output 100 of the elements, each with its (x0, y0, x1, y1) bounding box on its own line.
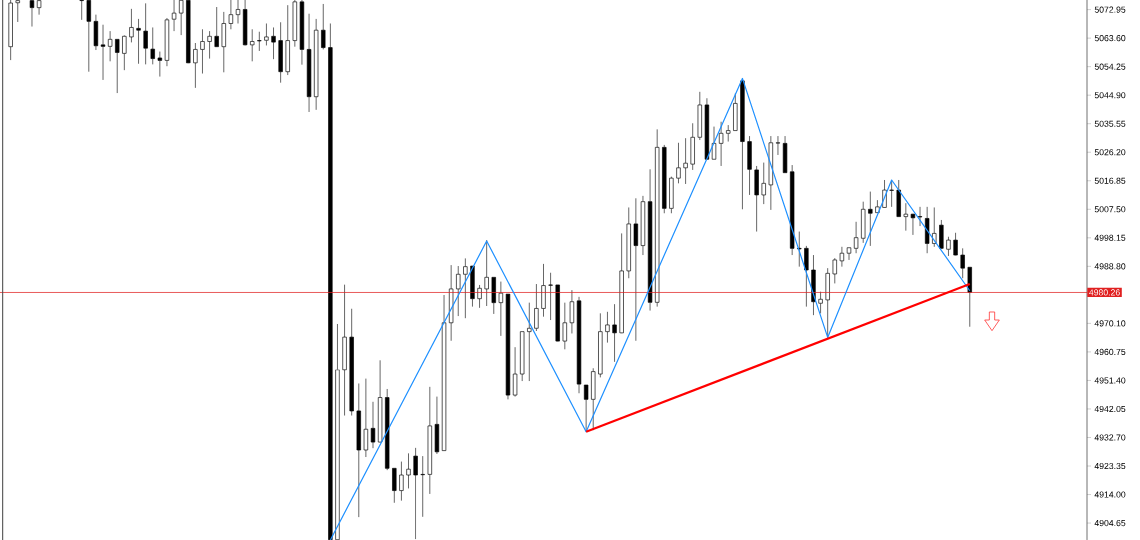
candlestick (349, 308, 354, 416)
candlestick (299, 0, 305, 66)
candlestick (491, 276, 496, 315)
candlestick (335, 323, 340, 540)
candlestick (328, 23, 333, 540)
candlestick (591, 367, 596, 431)
candlestick (832, 257, 837, 284)
y-tick-label: 5016.85 (1094, 177, 1126, 184)
candlestick (853, 221, 859, 254)
y-tick-label: 4904.65 (1094, 520, 1126, 527)
y-tick-label: 5044.90 (1094, 92, 1126, 99)
candlestick (171, 0, 177, 32)
candlestick (761, 162, 766, 205)
candlestick (107, 30, 113, 62)
candlestick (562, 302, 567, 350)
candlestick (306, 13, 312, 113)
candlestick (115, 39, 120, 94)
candlestick (534, 283, 539, 332)
candlestick (662, 144, 667, 214)
candlestick (669, 176, 674, 214)
candlestick (434, 396, 440, 455)
candlestick (193, 42, 198, 89)
candlestick (356, 383, 361, 518)
candlestick (647, 168, 653, 311)
candlestick (520, 331, 525, 382)
candlestick (463, 258, 468, 319)
candlestick (718, 121, 724, 167)
candlestick (797, 231, 802, 268)
y-tick-label: 5035.55 (1094, 120, 1126, 127)
candlestick (228, 0, 234, 30)
y-tick-label: 5072.95 (1094, 6, 1126, 13)
candlestick (477, 284, 482, 309)
candlestick (747, 135, 752, 196)
candlestick (420, 455, 425, 518)
candlestick (200, 28, 205, 74)
candlestick (917, 206, 923, 227)
candlestick (605, 311, 610, 344)
candlestick (690, 122, 695, 171)
candlestick (775, 135, 781, 156)
candlestick (768, 135, 774, 211)
candlestick (960, 247, 965, 279)
candlestick (633, 197, 639, 342)
candlestick (8, 0, 13, 61)
candlestick (392, 467, 397, 504)
candlestick (122, 35, 127, 71)
candlestick (271, 27, 276, 60)
candlestick (846, 247, 852, 261)
candlestick (399, 461, 404, 502)
candlestick (136, 18, 141, 65)
candlestick (626, 207, 631, 279)
candlestick (789, 164, 795, 256)
candlestick (569, 289, 575, 334)
candlestick (370, 401, 376, 449)
y-tick-label: 4942.05 (1094, 405, 1126, 413)
y-tick-label: 4960.75 (1094, 348, 1126, 355)
candlestick (861, 201, 866, 244)
candlestick (100, 24, 106, 81)
candlestick (924, 206, 930, 254)
candlestick (548, 272, 553, 321)
candlestick (207, 30, 212, 59)
y-tick-label: 4951.40 (1094, 377, 1126, 384)
candlestick (527, 302, 532, 382)
candlestick (363, 378, 369, 458)
candlestick (754, 165, 759, 232)
candlestick (321, 3, 326, 50)
candlestick (711, 126, 717, 160)
line-series (329, 77, 971, 540)
candlestick (342, 284, 347, 416)
candlestick (683, 137, 688, 185)
candlestick (726, 124, 731, 142)
candlestick (385, 388, 390, 471)
y-tick-label: 4998.15 (1094, 234, 1126, 241)
y-tick-label: 5054.25 (1094, 63, 1126, 70)
candlestick (825, 267, 830, 338)
y-tick-label: 5026.20 (1094, 149, 1126, 156)
candlestick (676, 142, 681, 184)
y-tick-label: 4932.70 (1094, 434, 1126, 441)
y-tick-label: 5007.50 (1094, 206, 1126, 213)
candlestick (292, 0, 298, 48)
candlestick (903, 202, 909, 232)
candlestick (93, 14, 99, 51)
y-tick-label: 5063.60 (1094, 35, 1126, 42)
candlestick (448, 264, 454, 342)
candlestick (164, 17, 170, 67)
candlestick (257, 31, 262, 52)
candlestick (221, 11, 226, 73)
candlestick (470, 265, 475, 308)
candlestick (640, 195, 646, 256)
candlestick (313, 18, 319, 111)
candlestick (818, 291, 823, 314)
candlestick (157, 51, 163, 77)
candlestick (697, 91, 702, 141)
candlestick (278, 21, 283, 84)
candlestick (512, 346, 518, 398)
y-tick-label: 4970.10 (1094, 320, 1126, 327)
candlestick (967, 266, 972, 328)
candlestick (406, 452, 411, 489)
candlestick (612, 303, 617, 363)
candlestick (150, 27, 155, 65)
ref-line-label: 4980.26 (1089, 289, 1120, 296)
